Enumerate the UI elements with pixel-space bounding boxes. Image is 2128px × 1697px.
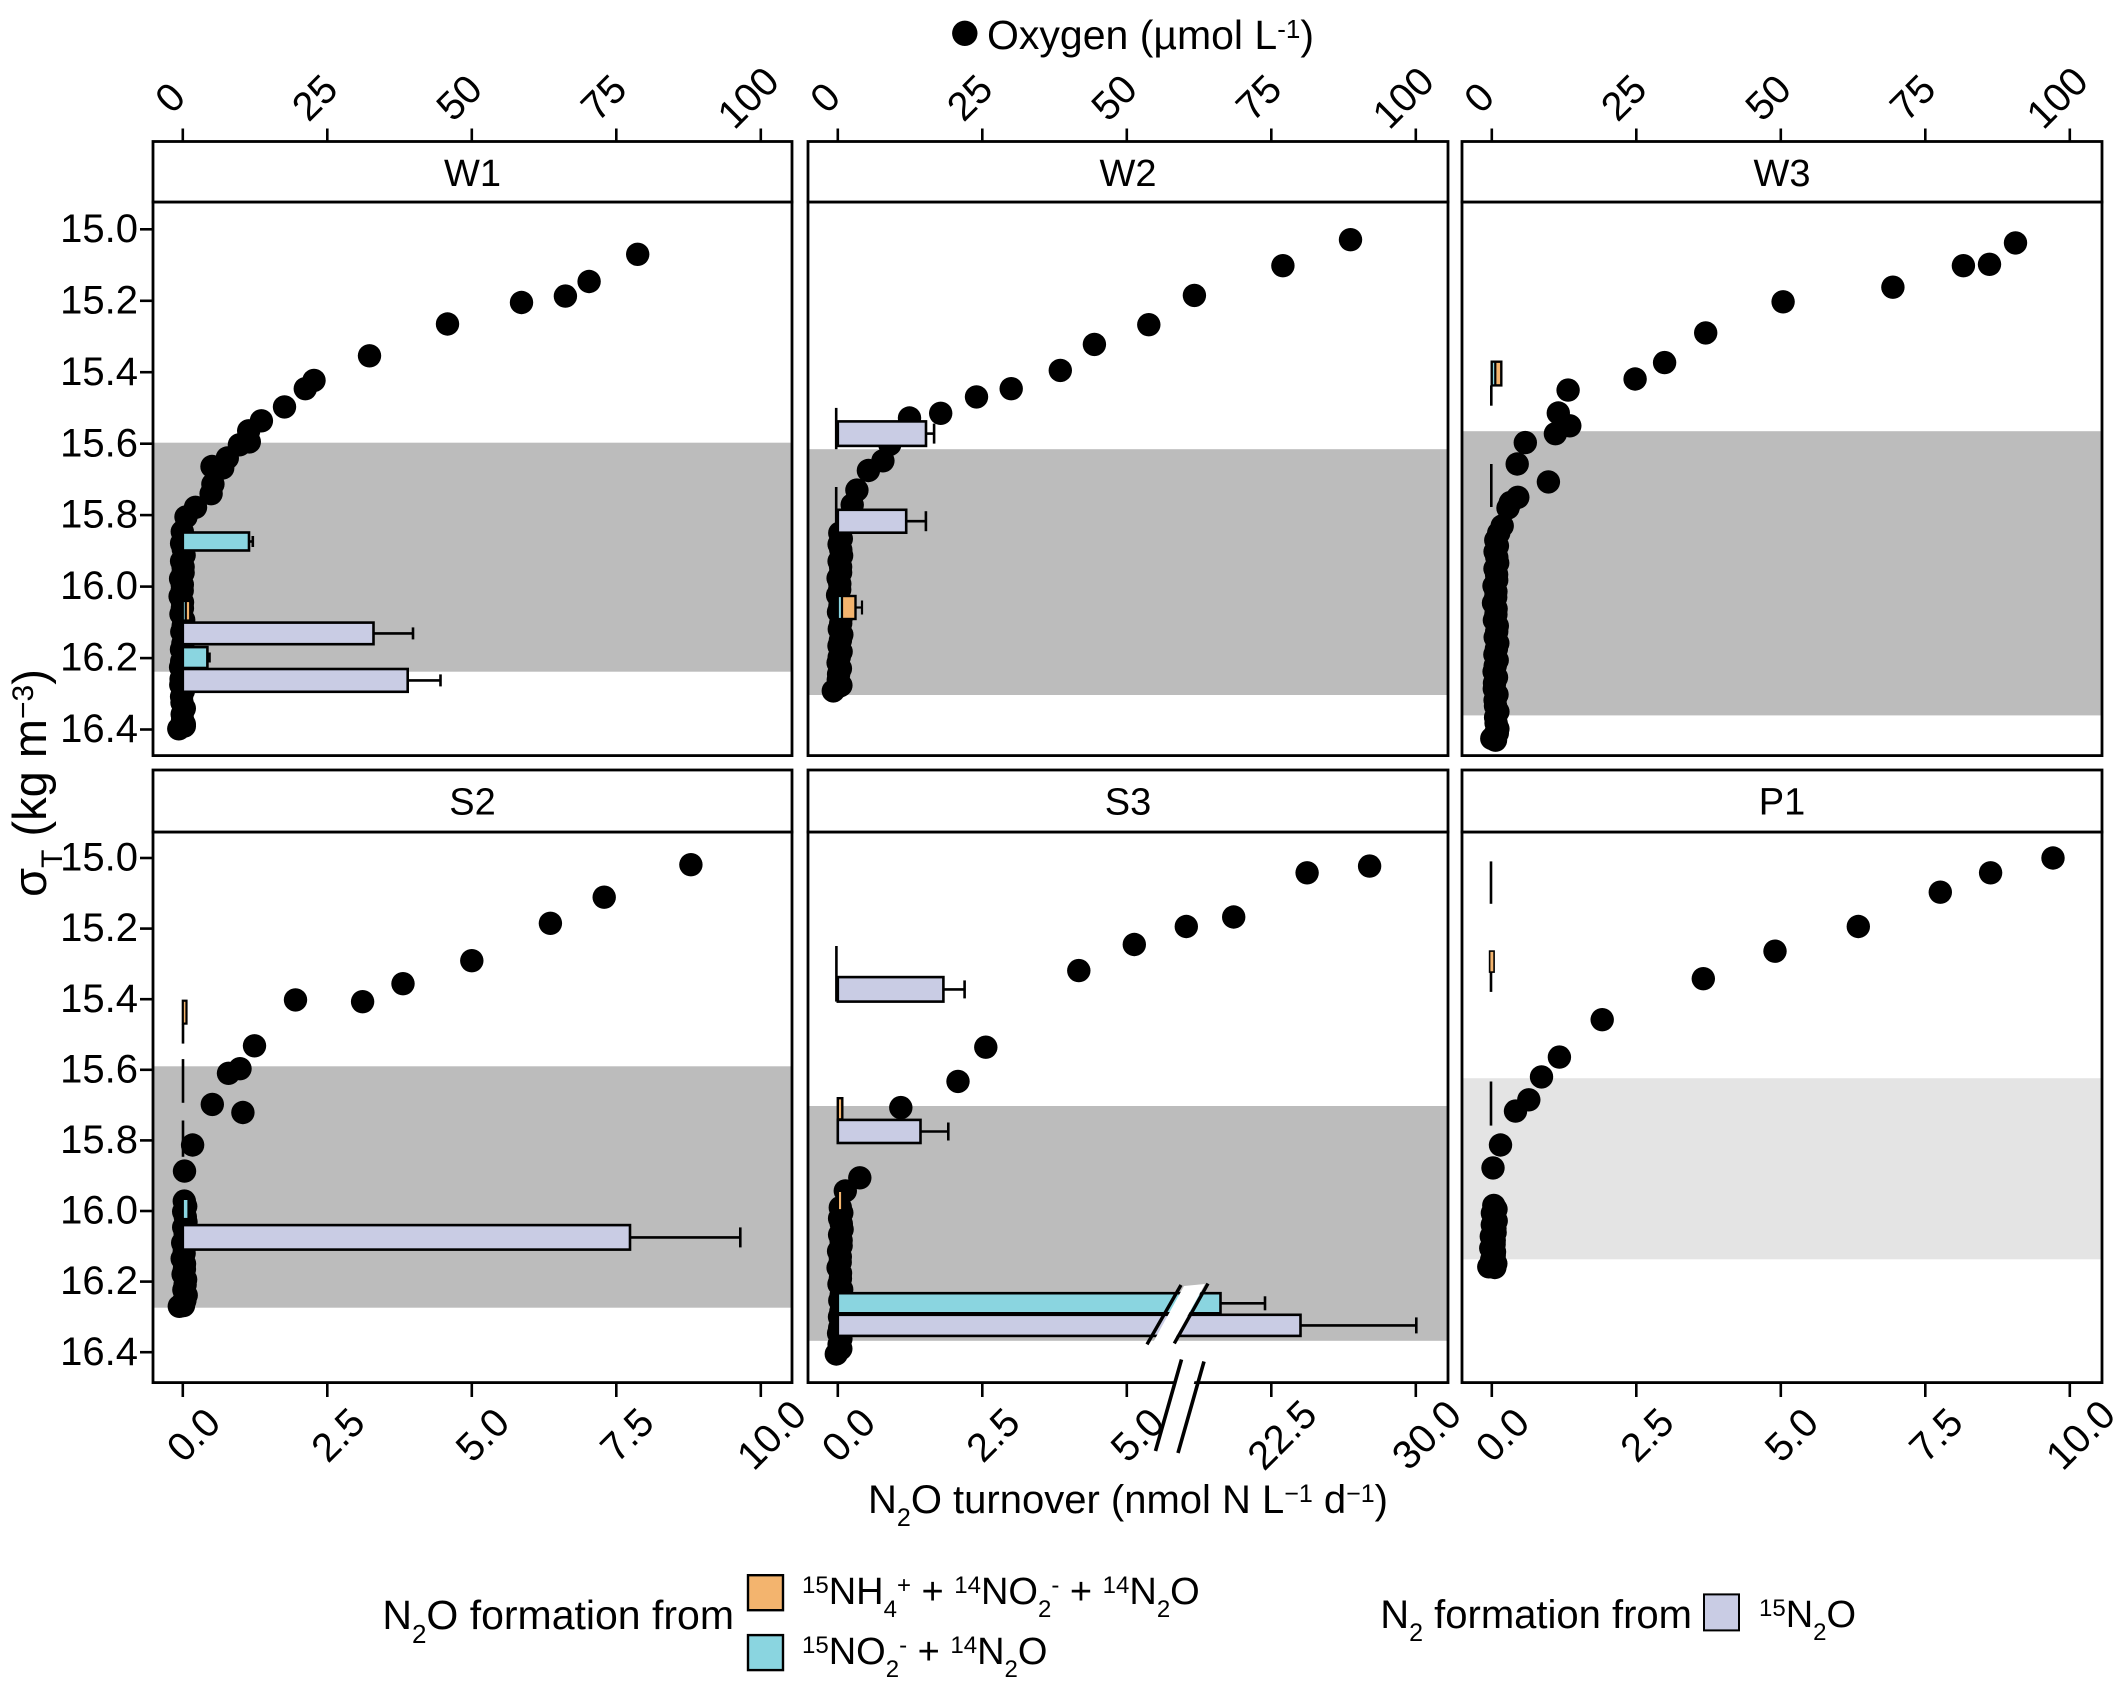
svg-text:16.4: 16.4 xyxy=(60,1330,138,1374)
svg-text:15.0: 15.0 xyxy=(60,836,138,880)
svg-text:15.8: 15.8 xyxy=(60,493,138,537)
svg-text:15N2O: 15N2O xyxy=(1759,1594,1856,1646)
svg-text:W3: W3 xyxy=(1754,153,1811,195)
svg-text:Oxygen (µmol L-1): Oxygen (µmol L-1) xyxy=(987,12,1314,58)
svg-text:15.6: 15.6 xyxy=(60,1047,138,1091)
svg-text:σT (kg m−3): σT (kg m−3) xyxy=(3,669,69,897)
svg-text:S3: S3 xyxy=(1105,782,1151,824)
svg-text:16.2: 16.2 xyxy=(60,636,138,680)
svg-text:W1: W1 xyxy=(444,153,501,195)
svg-text:N2O formation from: N2O formation from xyxy=(382,1592,734,1649)
svg-text:W2: W2 xyxy=(1100,153,1157,195)
svg-text:15.6: 15.6 xyxy=(60,421,138,465)
svg-text:P1: P1 xyxy=(1759,782,1805,824)
svg-text:16.0: 16.0 xyxy=(60,1189,138,1233)
svg-text:15.2: 15.2 xyxy=(60,906,138,950)
svg-text:15.4: 15.4 xyxy=(60,977,138,1021)
svg-text:16.4: 16.4 xyxy=(60,707,138,751)
svg-text:S2: S2 xyxy=(449,782,495,824)
svg-text:N2 formation from: N2 formation from xyxy=(1380,1593,1692,1647)
svg-text:N2O turnover (nmol N L−1 d−1): N2O turnover (nmol N L−1 d−1) xyxy=(868,1478,1388,1532)
svg-text:15.2: 15.2 xyxy=(60,278,138,322)
svg-text:16.0: 16.0 xyxy=(60,564,138,608)
svg-text:15.0: 15.0 xyxy=(60,207,138,251)
svg-text:16.2: 16.2 xyxy=(60,1259,138,1303)
svg-text:15NO2- + 14N2O: 15NO2- + 14N2O xyxy=(802,1631,1047,1683)
svg-text:15.4: 15.4 xyxy=(60,350,138,394)
svg-text:15NH4+ + 14NO2- + 14N2O: 15NH4+ + 14NO2- + 14N2O xyxy=(802,1571,1200,1623)
svg-text:15.8: 15.8 xyxy=(60,1118,138,1162)
